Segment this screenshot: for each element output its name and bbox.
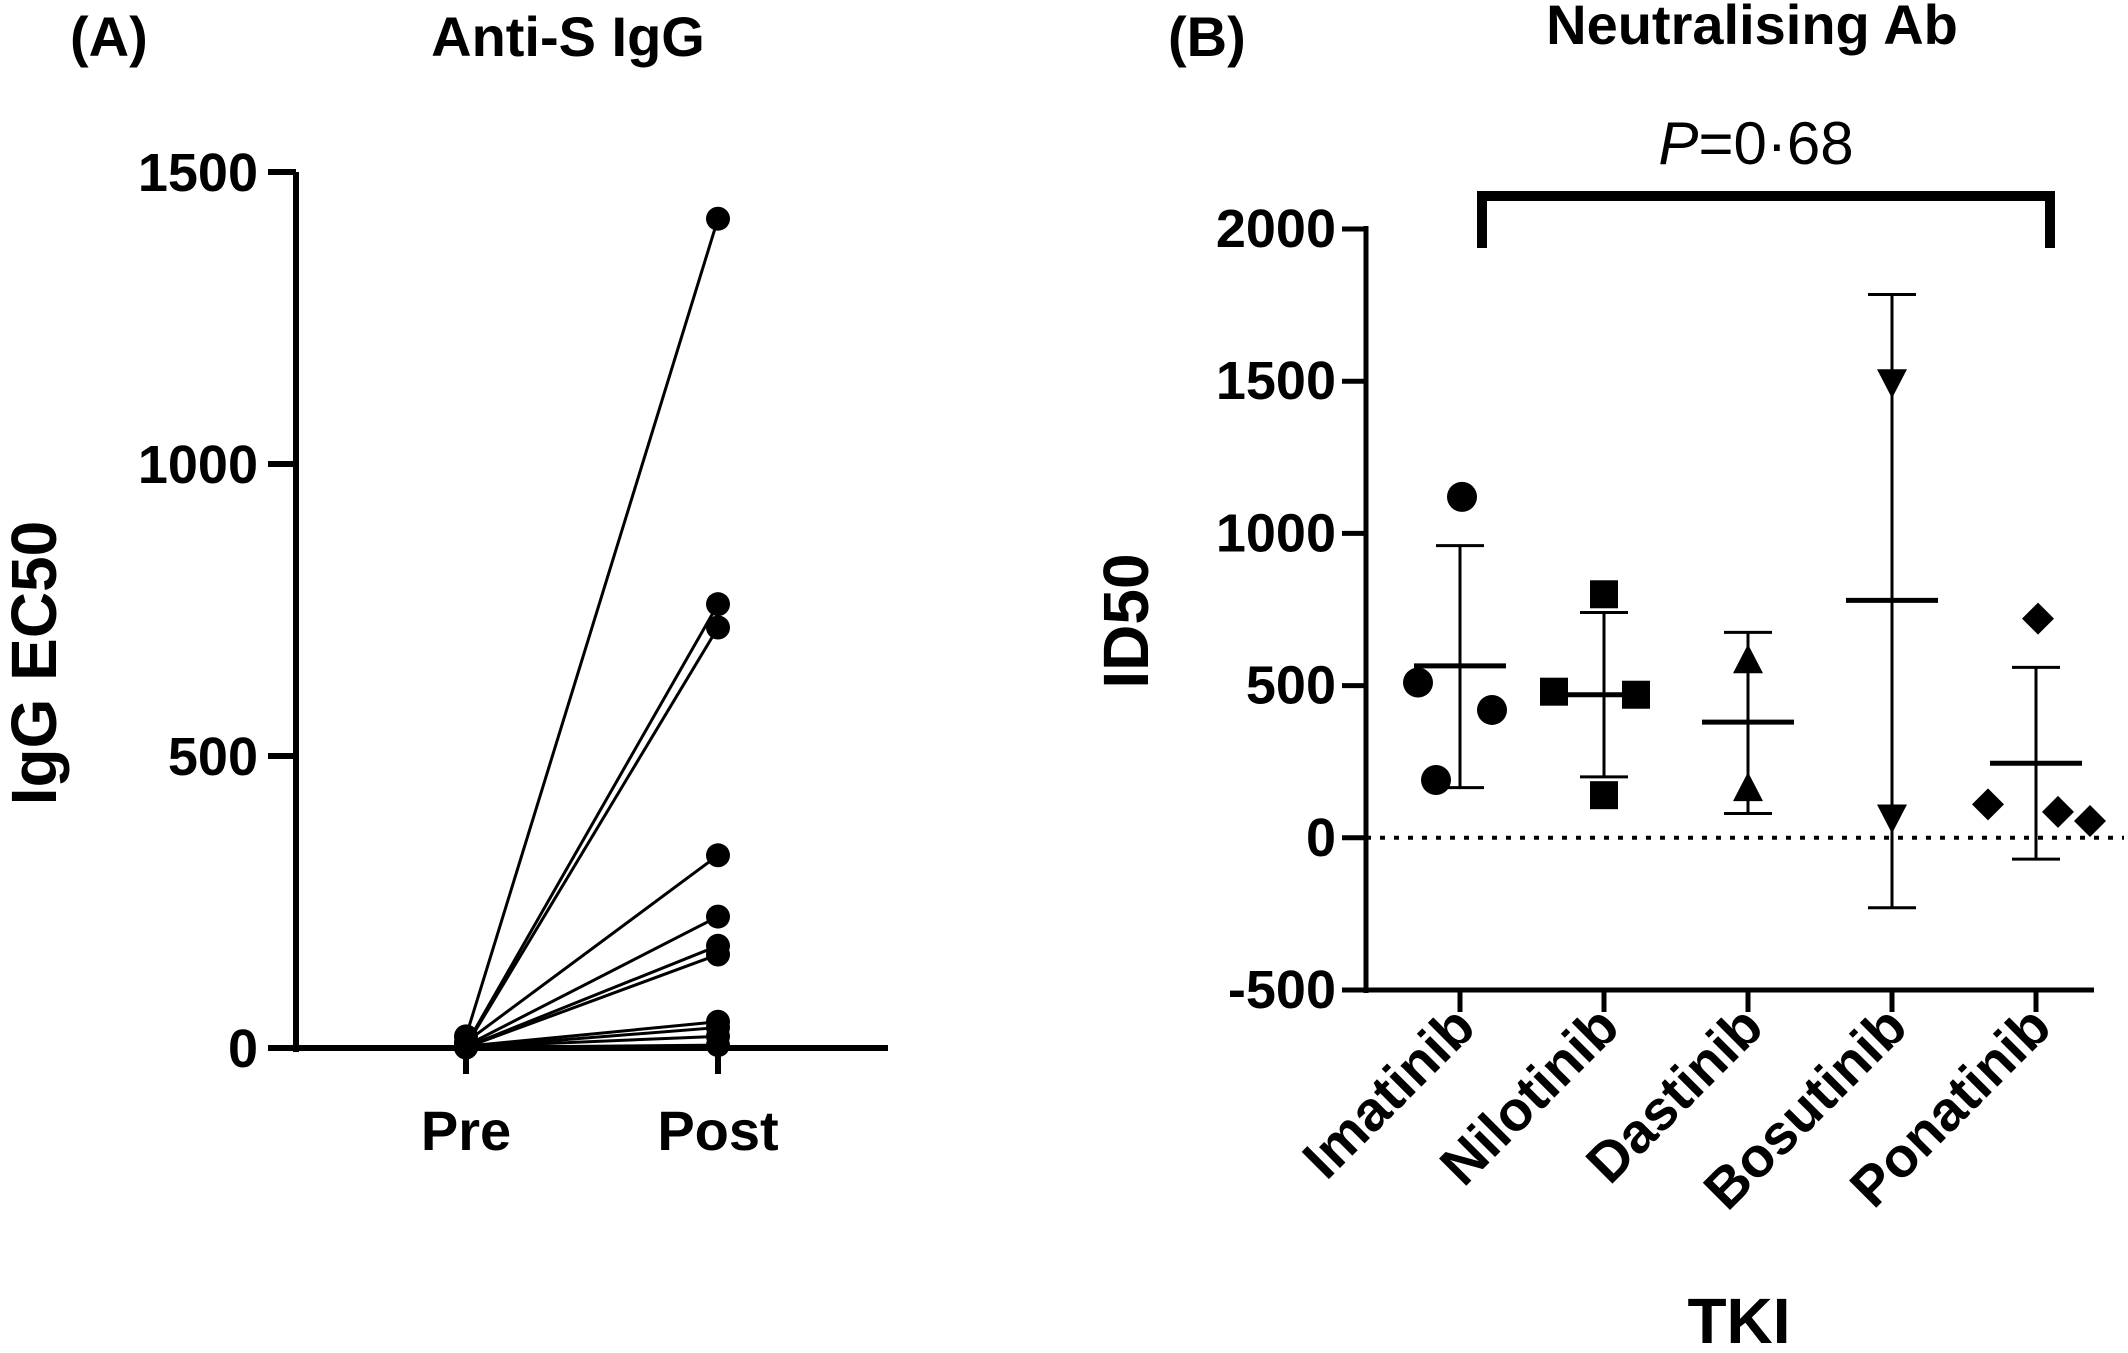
circle-point <box>1447 481 1477 512</box>
panel-a-series-line <box>465 915 719 1047</box>
panel-a-post-point <box>706 904 730 929</box>
triangle-down-point <box>1877 804 1907 834</box>
panel-b-x-axis-title: TKI <box>1687 1285 1790 1353</box>
panel-b-title: Neutralising Ab <box>1546 0 1958 56</box>
panel-b-y-tick-label: -500 <box>1228 960 1336 1020</box>
panel-a-y-tick-label: 0 <box>228 1019 258 1079</box>
panel-a-pre-point <box>454 1035 478 1060</box>
triangle-up-point <box>1733 772 1763 802</box>
panel-a-series-line <box>464 626 720 1048</box>
panel-a-post-point <box>706 206 730 231</box>
circle-point <box>1403 667 1433 698</box>
panel-a-post-point <box>706 592 730 617</box>
triangle-down-point <box>1877 369 1907 399</box>
panel-a-series-line <box>465 1034 719 1049</box>
circle-point <box>1421 764 1451 795</box>
significance-bracket-line <box>1477 191 2055 248</box>
panel-a-y-tick-label: 1000 <box>138 435 258 495</box>
panel-a-title: Anti-S IgG <box>431 5 705 68</box>
panel-a-series-line <box>464 218 720 1037</box>
panel-b: (B) Neutralising Ab ID50 TKI P=0·68 -500… <box>1090 0 2124 1353</box>
panel-a-series-line <box>465 944 719 1049</box>
panel-a-lines <box>464 218 720 1049</box>
panel-b-y-axis-title: ID50 <box>1090 553 1162 688</box>
panel-a-post-point <box>706 942 730 967</box>
panel-b-label: (B) <box>1168 5 1246 68</box>
panel-b-y-tick-label: 1000 <box>1216 503 1336 563</box>
panel-a-post-point <box>706 843 730 868</box>
panel-b-y-tick-label: 500 <box>1246 656 1336 716</box>
panel-a-x-tick-label: Pre <box>421 1099 511 1162</box>
panel-a-points <box>454 206 730 1060</box>
panel-a-series-line <box>465 1020 719 1048</box>
panel-a-x-tick-label: Post <box>657 1099 778 1162</box>
panel-b-y-tick-label: 2000 <box>1216 199 1336 259</box>
diamond-point <box>2022 602 2054 635</box>
panel-a-y-tick-label: 500 <box>168 727 258 787</box>
diamond-point <box>2074 805 2106 838</box>
diamond-point <box>1972 788 2004 821</box>
significance-label: P=0·68 <box>1658 110 1853 177</box>
panel-a-series-line <box>465 1043 719 1049</box>
square-point <box>1590 580 1618 609</box>
panel-a-axes: 0 500 1000 1500 Pre Post <box>138 143 888 1162</box>
group-nilotinib <box>1540 580 1650 810</box>
panel-a-series-line <box>464 603 720 1046</box>
panel-a-label: (A) <box>70 5 148 68</box>
significance-bracket <box>1477 191 2055 248</box>
significance-value: =0·68 <box>1698 110 1853 177</box>
panel-a-post-point <box>706 615 730 640</box>
diamond-point <box>2042 795 2074 828</box>
square-point <box>1590 781 1618 810</box>
square-point <box>1540 677 1568 706</box>
panel-a: (A) Anti-S IgG IgG EC50 0 500 1000 1500 Pre P… <box>0 5 888 1162</box>
square-point <box>1622 680 1650 709</box>
circle-point <box>1477 694 1507 725</box>
group-dastinib <box>1702 630 1794 815</box>
panel-a-post-point <box>706 1033 730 1058</box>
group-ponatinib <box>1972 602 2106 861</box>
panel-a-y-axis-title: IgG EC50 <box>0 521 70 806</box>
panel-b-y-tick-label: 1500 <box>1216 351 1336 411</box>
panel-b-y-tick-label: 0 <box>1306 808 1336 868</box>
panel-a-series-line <box>465 953 719 1049</box>
group-bosutinib <box>1846 292 1938 910</box>
panel-b-groups <box>1403 292 2106 910</box>
panel-a-series-line <box>465 854 719 1044</box>
panel-a-y-tick-label: 1500 <box>138 143 258 203</box>
panel-b-axes: -5000500100015002000ImatinibNilotinibDas… <box>1216 199 2124 1221</box>
triangle-up-point <box>1733 644 1763 674</box>
significance-p: P <box>1658 110 1698 177</box>
group-imatinib <box>1403 481 1507 795</box>
